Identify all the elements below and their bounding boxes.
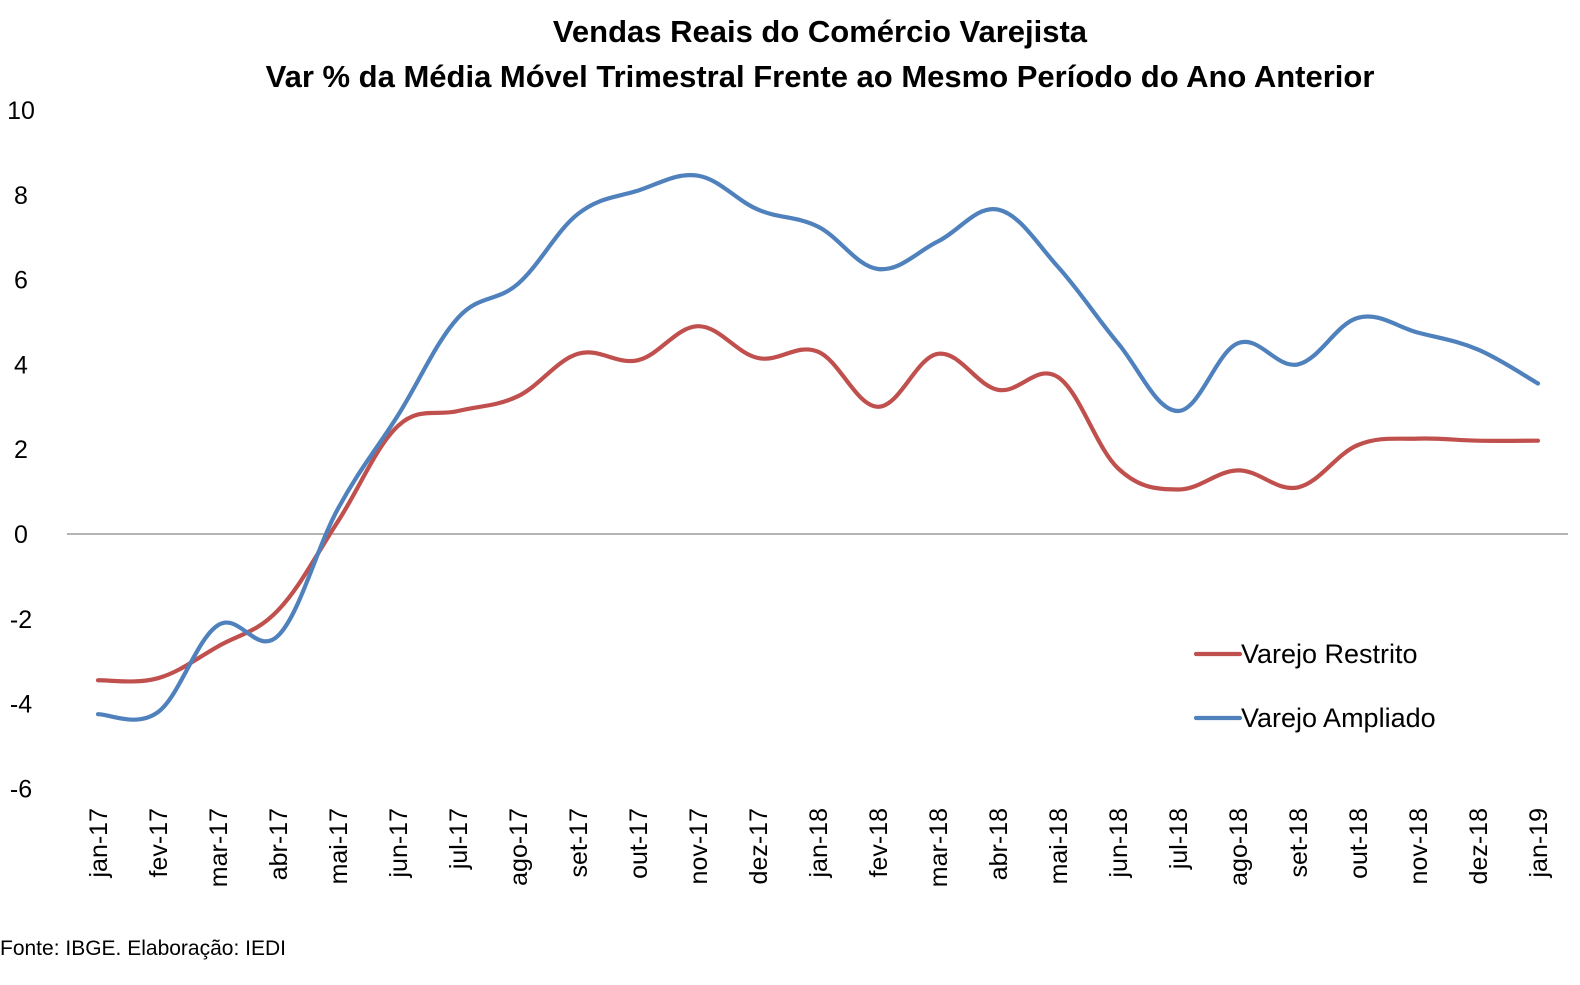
x-tick-label: jan-17 [85, 808, 113, 879]
x-tick-label: mar-18 [925, 808, 953, 887]
y-tick-label: 0 [14, 521, 28, 549]
y-tick-label: 2 [14, 436, 28, 464]
x-tick-label: jul-17 [445, 808, 473, 870]
x-tick-label: jun-17 [385, 808, 413, 879]
y-tick-label: -4 [10, 691, 32, 719]
x-tick-label: jan-19 [1525, 808, 1553, 879]
chart-title: Vendas Reais do Comércio Varejista [552, 14, 1088, 49]
x-axis-ticks: jan-17 fev-17 mar-17 abr-17 mai-17 jun-17 jul-… [85, 808, 1553, 887]
x-tick-label: out-17 [625, 808, 653, 879]
source-note: Fonte: IBGE. Elaboração: IEDI [0, 937, 286, 960]
y-axis-ticks: 10 8 6 4 2 0 -2 -4 -6 [7, 97, 35, 803]
series-line-varejo-restrito [95, 324, 1541, 684]
x-tick-label: mai-18 [1045, 808, 1073, 884]
x-tick-label: set-17 [565, 808, 593, 877]
y-tick-label: -6 [10, 775, 32, 803]
x-tick-label: out-18 [1345, 808, 1373, 879]
x-tick-label: mar-17 [205, 808, 233, 887]
chart-subtitle: Var % da Média Móvel Trimestral Frente a… [265, 59, 1375, 94]
x-tick-label: fev-18 [865, 808, 893, 877]
x-tick-label: abr-17 [265, 808, 293, 880]
x-tick-label: jul-18 [1165, 808, 1193, 870]
series-line-varejo-ampliado [95, 172, 1541, 722]
x-tick-label: abr-18 [985, 808, 1013, 880]
y-tick-label: 4 [14, 351, 28, 379]
series-lines [95, 172, 1541, 722]
y-tick-label: 6 [14, 267, 28, 295]
x-tick-label: ago-17 [505, 808, 533, 886]
x-tick-label: set-18 [1285, 808, 1313, 877]
y-tick-label: 8 [14, 182, 28, 210]
x-tick-label: jan-18 [805, 808, 833, 879]
x-tick-label: fev-17 [145, 808, 173, 877]
x-tick-label: mai-17 [325, 808, 353, 884]
legend-label: Varejo Ampliado [1241, 703, 1436, 733]
x-tick-label: dez-17 [745, 808, 773, 884]
y-tick-label: 10 [7, 97, 35, 125]
legend: Varejo Restrito Varejo Ampliado [1193, 639, 1436, 733]
x-tick-label: nov-17 [685, 808, 713, 884]
x-tick-label: nov-18 [1405, 808, 1433, 884]
legend-label: Varejo Restrito [1241, 639, 1418, 669]
x-tick-label: dez-18 [1465, 808, 1493, 884]
y-tick-label: -2 [10, 606, 32, 634]
x-tick-label: jun-18 [1105, 808, 1133, 879]
x-tick-label: ago-18 [1225, 808, 1253, 886]
